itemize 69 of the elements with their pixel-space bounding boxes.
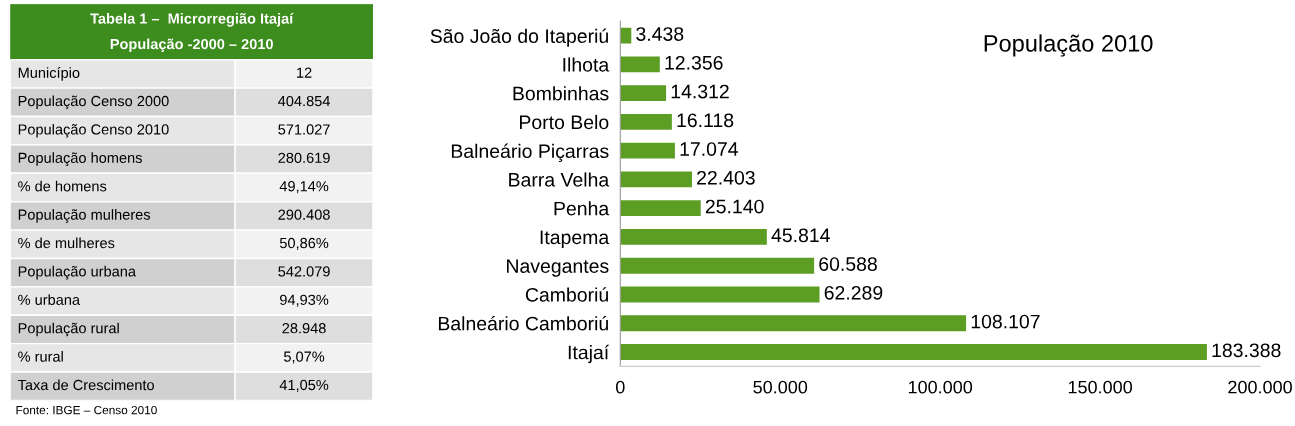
text: 404.854 — [278, 95, 330, 107]
text: 542.079 — [278, 266, 330, 277]
y-tick-label: Penha — [554, 201, 610, 216]
data-label: 12.356 — [665, 55, 723, 70]
y-tick-label: São João do Itaperiú — [430, 28, 608, 47]
y-tick-label: Barra Velha — [509, 172, 610, 187]
category-label: População Censo 2000 — [18, 95, 169, 110]
text: 12 — [297, 67, 312, 78]
text: Tabela 1 – Microrregião Itajaí — [90, 12, 294, 27]
bar — [620, 286, 820, 303]
category-label: População mulheres — [18, 209, 151, 223]
data-label: 45.814 — [771, 228, 830, 243]
x-tick-label: 0 — [615, 380, 625, 394]
x-tick-label: 50.000 — [753, 380, 808, 394]
data-label: 3.438 — [636, 27, 684, 41]
text: 571.027 — [278, 124, 330, 135]
y-tick-label: Balneário Piçarras — [451, 143, 609, 162]
category-label: População homens — [18, 152, 142, 166]
source-note: Fonte: IBGE – Censo 2010 — [16, 405, 157, 415]
category-label: % urbana — [18, 294, 81, 305]
text: 5,07% — [283, 351, 325, 364]
data-label: 60.588 — [819, 257, 877, 271]
data-label: 17.074 — [680, 142, 738, 156]
category-label: População urbana — [18, 265, 136, 280]
category-label: % rural — [18, 351, 63, 362]
x-tick-label: 100.000 — [908, 380, 973, 394]
data-label: 62.289 — [824, 285, 883, 300]
text: 50,86% — [279, 237, 329, 250]
data-label: 22.403 — [697, 170, 755, 185]
text: 41,05% — [279, 379, 329, 392]
category-label: População rural — [18, 322, 119, 337]
data-label: 108.107 — [971, 314, 1040, 329]
y-tick-label: Navegantes — [507, 259, 609, 277]
data-label: 25.140 — [705, 199, 764, 214]
text: População 2010 — [984, 34, 1153, 57]
x-tick-label: 150.000 — [1068, 380, 1133, 394]
bar — [620, 85, 667, 102]
text: 290.408 — [278, 209, 330, 220]
data-label: 183.388 — [1212, 343, 1281, 358]
bar — [620, 27, 632, 44]
category-label: % de homens — [18, 180, 107, 192]
text: 280.619 — [278, 152, 330, 164]
y-tick-label: Balneário Camboriú — [438, 315, 608, 331]
text: 28.948 — [282, 323, 326, 334]
y-tick-label: Porto Belo — [520, 114, 609, 130]
text: População -2000 – 2010 — [110, 38, 273, 53]
y-tick-label: Camboriú — [525, 287, 608, 302]
bar — [620, 200, 701, 217]
bar — [620, 315, 967, 332]
bar — [620, 114, 672, 130]
y-tick-label: Itajaí — [568, 344, 610, 364]
category-label: % de mulheres — [18, 237, 115, 249]
bar — [620, 142, 675, 159]
bar — [620, 344, 1207, 360]
data-label: 14.312 — [671, 84, 729, 99]
bar — [620, 229, 767, 245]
category-label: Município — [18, 67, 80, 81]
category-label: População Censo 2010 — [18, 123, 169, 138]
category-label: Taxa de Crescimento — [17, 379, 154, 391]
data-label: 16.118 — [677, 113, 734, 128]
x-tick-label: 200.000 — [1228, 380, 1292, 394]
text: 49,14% — [279, 181, 329, 194]
bar — [620, 171, 692, 188]
bar — [620, 257, 815, 274]
y-tick-label: Itapema — [540, 230, 610, 249]
bar — [620, 56, 660, 73]
y-tick-label: Ilhota — [563, 57, 610, 72]
y-tick-label: Bombinhas — [513, 86, 609, 101]
text: 94,93% — [280, 294, 329, 307]
